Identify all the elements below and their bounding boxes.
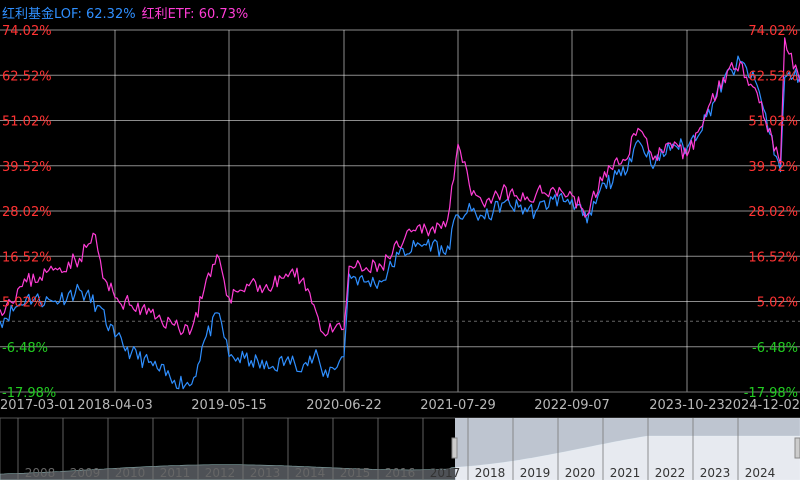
y-tick-label-left: 74.02% <box>2 24 52 39</box>
y-tick-label-right: 74.02% <box>748 24 798 39</box>
navigator-year-label: 2018 <box>475 466 506 480</box>
series-line-etf <box>0 37 800 337</box>
legend-lof: 红利基金LOF: 62.32% <box>2 7 136 22</box>
y-axis-ticks: 74.02% 74.02% 62.52% 62.52% 51.02% 51.02% 39.5… <box>2 24 798 401</box>
y-tick-label-left: 5.02% <box>2 296 43 311</box>
x-tick-label: 2019-05-15 <box>191 398 267 413</box>
legend-etf: 红利ETF: 60.73% <box>141 7 249 22</box>
navigator-year-label: 2009 <box>70 466 101 480</box>
range-navigator[interactable]: 2008 2009 2010 2011 2012 2013 2014 2015 2016 2017… <box>0 417 800 480</box>
x-tick-label: 2017-03-01 <box>0 398 76 413</box>
navigator-year-label: 2008 <box>25 466 56 480</box>
navigator-left-handle <box>451 437 458 459</box>
y-tick-label-left: 51.02% <box>2 115 52 130</box>
y-tick-label-left: -6.48% <box>2 341 48 356</box>
navigator-year-label: 2014 <box>295 466 326 480</box>
navigator-year-label: 2011 <box>160 466 191 480</box>
y-tick-label-right: 62.52% <box>748 69 798 84</box>
navigator-year-label: 2015 <box>340 466 371 480</box>
y-tick-label-left: 16.52% <box>2 250 52 265</box>
y-tick-label-right: -6.48% <box>752 341 798 356</box>
navigator-right-handle <box>794 437 800 459</box>
x-tick-label: 2022-09-07 <box>534 398 610 413</box>
x-tick-label: 2021-07-29 <box>420 398 496 413</box>
chart-series <box>0 37 800 390</box>
y-tick-label-right: 39.52% <box>748 160 798 175</box>
y-tick-label-left: 39.52% <box>2 160 52 175</box>
navigator-year-label: 2019 <box>520 466 551 480</box>
navigator-year-label: 2012 <box>205 466 236 480</box>
y-tick-label-left: 28.02% <box>2 205 52 220</box>
y-tick-label-right: 5.02% <box>757 296 798 311</box>
navigator-year-label: 2023 <box>700 466 731 480</box>
navigator-year-label: 2021 <box>610 466 641 480</box>
chart-grid <box>0 29 800 393</box>
chart-legend: 红利基金LOF: 62.32% 红利ETF: 60.73% <box>2 3 254 22</box>
y-tick-label-left: 62.52% <box>2 69 52 84</box>
navigator-year-label: 2017 <box>430 466 461 480</box>
navigator-year-label: 2016 <box>385 466 416 480</box>
x-tick-label: 2018-04-03 <box>77 398 153 413</box>
y-tick-label-left: -17.98% <box>2 386 56 401</box>
navigator-year-label: 2010 <box>115 466 146 480</box>
y-tick-label-right: 51.02% <box>748 115 798 130</box>
x-tick-label: 2023-10-23 <box>649 398 725 413</box>
x-axis-ticks: 2017-03-01 2018-04-03 2019-05-15 2020-06-22… <box>0 398 800 413</box>
x-tick-label: 2020-06-22 <box>306 398 382 413</box>
y-tick-label-right: 16.52% <box>748 250 798 265</box>
navigator-year-label: 2013 <box>250 466 281 480</box>
x-tick-label: 2024-12-02 <box>724 398 800 413</box>
series-line-lof <box>0 55 800 390</box>
y-tick-label-right: 28.02% <box>748 205 798 220</box>
navigator-year-label: 2022 <box>655 466 686 480</box>
navigator-year-label: 2024 <box>745 466 776 480</box>
y-tick-label-right: -17.98% <box>744 386 798 401</box>
navigator-year-label: 2020 <box>565 466 596 480</box>
